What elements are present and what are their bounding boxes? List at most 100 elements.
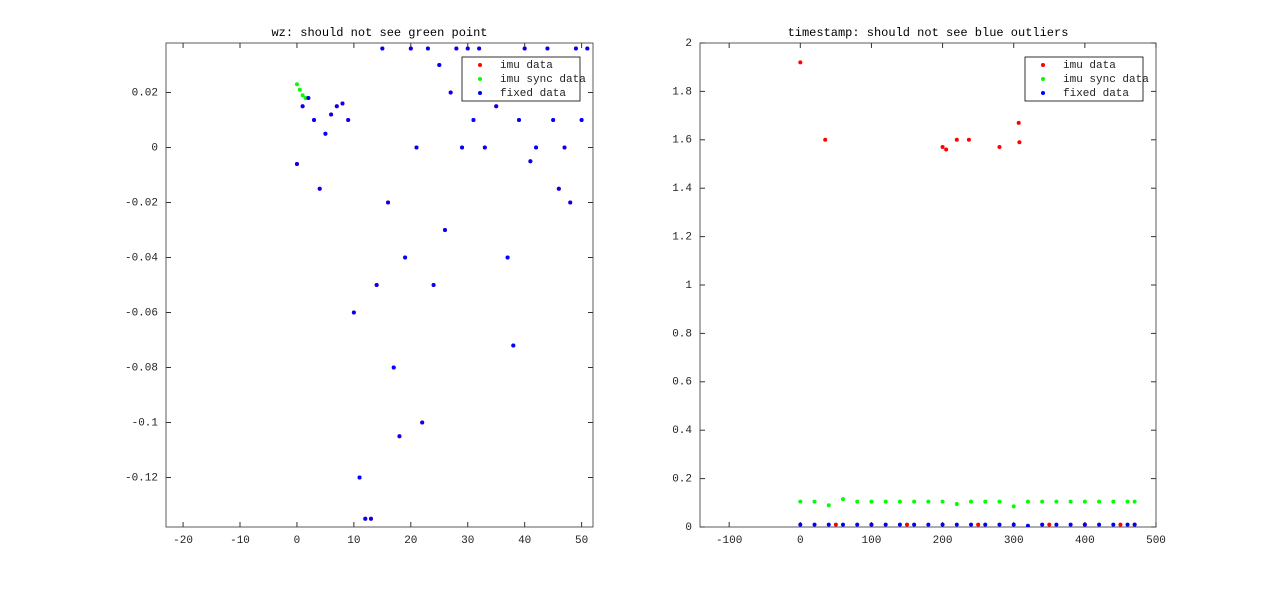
data-point [997,499,1002,504]
data-point [944,147,949,152]
y-tick-label: 1.6 [672,135,692,147]
data-point [568,200,573,205]
x-tick-label: -100 [716,535,742,547]
y-tick-label: 0.4 [672,425,692,437]
data-point [334,104,339,109]
data-point [997,522,1002,527]
data-point [297,87,302,92]
data-point [522,46,527,51]
data-point [897,522,902,527]
data-point [869,499,874,504]
x-tick-label: 10 [347,535,360,547]
data-point [940,499,945,504]
data-point [573,46,578,51]
data-point [294,162,299,166]
data-point [1132,499,1137,504]
data-point [883,499,888,504]
y-tick-label: 0.2 [672,474,692,486]
data-point [926,522,931,527]
chart: timestamp: should not see blue outliers -… [672,26,1166,547]
data-point [969,522,974,527]
data-point [823,137,828,142]
data-point [954,137,959,142]
data-point [454,46,459,51]
data-point [386,200,391,205]
y-tick-label: 0 [151,142,158,154]
data-point [912,499,917,504]
legend-label: fixed data [500,88,566,100]
data-point [966,137,971,142]
data-point [1047,522,1052,527]
data-point [437,63,442,67]
data-point [351,310,356,315]
data-point [303,96,308,100]
data-point [976,522,981,527]
data-point [812,522,817,527]
data-point [1082,522,1087,527]
data-point [471,118,476,122]
data-point [1040,499,1045,504]
data-point [363,516,368,521]
data-point [511,343,516,348]
data-point [425,46,430,51]
data-point [997,145,1002,150]
data-point [300,104,305,109]
data-point [340,101,345,106]
y-tick-label: -0.02 [125,197,158,209]
legend-label: fixed data [1063,88,1129,100]
x-tick-label: 0 [797,535,804,547]
data-point [534,145,539,150]
data-point [391,365,396,370]
legend: imu data imu sync data fixed data [1024,56,1149,102]
data-point [840,497,845,502]
chart-title: wz: should not see green point [271,26,487,40]
data-point [1111,499,1116,504]
data-point [380,46,385,51]
data-point [431,283,436,287]
data-point [869,522,874,527]
data-point [940,145,945,150]
data-point [833,522,838,527]
y-tick-label: 0 [685,522,692,534]
data-point [317,186,322,191]
data-point [329,112,334,117]
data-point [798,60,803,65]
chart-title: timestamp: should not see blue outliers [788,26,1069,40]
data-point [1040,522,1045,527]
y-tick-label: 0.8 [672,328,692,340]
data-point [826,503,831,508]
x-tick-label: 20 [404,535,417,547]
data-point [812,499,817,504]
data-point [408,46,413,51]
data-point [374,283,379,287]
data-point [855,499,860,504]
points [798,60,1137,527]
data-point [1132,522,1137,527]
data-point [883,522,888,527]
data-point [1025,523,1030,527]
x-tick-label: 30 [461,535,474,547]
data-point [855,522,860,527]
data-point [357,475,362,480]
data-point [306,96,311,100]
y-tick-label: -0.1 [132,417,159,429]
data-point [403,255,408,260]
data-point [1068,522,1073,527]
data-point [969,499,974,504]
x-tick-label: 100 [862,535,882,547]
legend-marker [1041,63,1045,67]
plot-area [165,42,594,528]
x-tick-label: 0 [294,535,301,547]
x-tick-label: 400 [1075,535,1095,547]
data-point [562,145,567,150]
data-point [954,522,959,527]
data-point [905,522,910,527]
data-point [551,118,556,122]
data-point [954,502,959,507]
data-point [414,145,419,150]
data-point [1011,504,1016,509]
legend-marker [1041,91,1045,95]
y-tick-label: 1 [685,280,692,292]
data-point [897,499,902,504]
data-point [448,90,453,95]
